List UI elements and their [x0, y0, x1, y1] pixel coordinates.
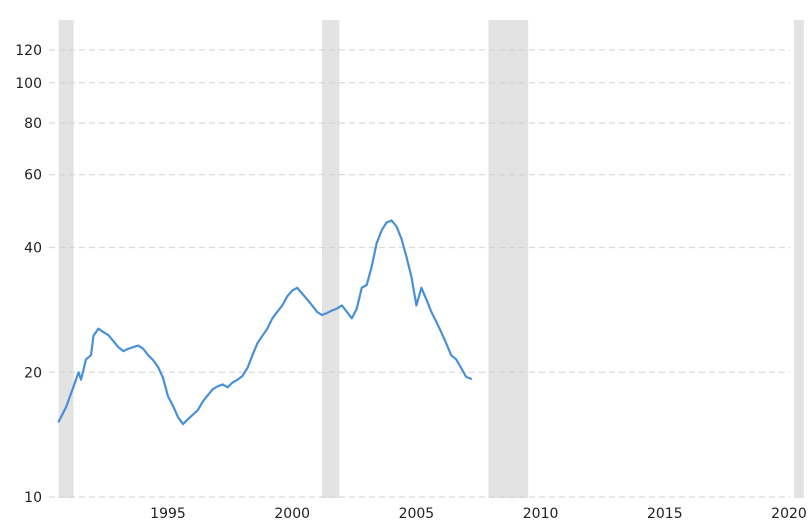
- x-tick-labels: 1995 2000 2005 2010 2015 2020: [150, 506, 807, 522]
- series-line-0: [57, 219, 473, 426]
- x-tick-label-2015: 2015: [647, 506, 683, 522]
- y-tick-label-120: 120: [15, 43, 42, 59]
- y-tick-label-20: 20: [24, 365, 42, 381]
- y-tick-label-100: 100: [15, 76, 42, 92]
- recession-bands: [58, 20, 804, 498]
- x-tick-label-2020: 2020: [771, 506, 807, 522]
- grid-lines: [49, 49, 790, 498]
- recession-band-2: [488, 20, 529, 498]
- x-tick-label-2000: 2000: [274, 506, 310, 522]
- recession-band-3: [793, 20, 804, 498]
- y-tick-label-60: 60: [24, 168, 42, 184]
- x-tick-label-2005: 2005: [399, 506, 435, 522]
- x-tick-label-2010: 2010: [523, 506, 559, 522]
- recession-band-0: [58, 20, 74, 498]
- y-tick-labels: 10 20 40 60 80 100 120: [15, 43, 42, 506]
- y-tick-label-40: 40: [24, 241, 42, 257]
- x-tick-label-1995: 1995: [150, 506, 186, 522]
- series-lines: [57, 219, 473, 426]
- y-tick-label-10: 10: [24, 490, 42, 506]
- y-tick-label-80: 80: [24, 116, 42, 132]
- recession-band-1: [322, 20, 340, 498]
